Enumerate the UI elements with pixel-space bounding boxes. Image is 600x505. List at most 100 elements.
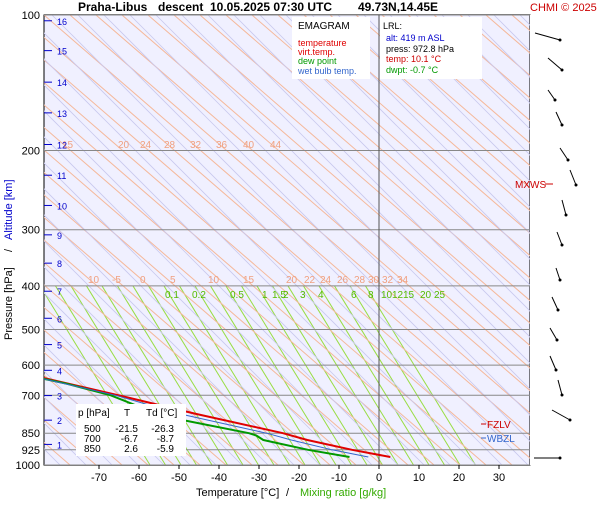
isotherm-line [44,318,191,465]
isotherm-line [155,15,530,390]
mixing-ratio-label: 0.2 [192,290,206,301]
wind-barb-dot [555,338,559,342]
mixing-ratio-line [132,285,244,465]
isotherm-line [44,240,269,465]
altitude-tick-label: 8 [57,259,62,269]
table-cell: -21.5 [115,424,138,435]
wind-barb-dot [560,243,564,247]
wind-barb [551,409,571,421]
table-cell: -6.7 [121,434,139,445]
dry-adiabat-line [44,126,435,465]
mixing-ratio-label: 1 [262,290,268,301]
altitude-tick-label: 13 [57,109,67,119]
wind-barb-dot [568,418,572,422]
dry-adiabat-label: 32 [190,140,202,151]
wind-barb-dot [558,38,562,42]
legend-title: EMAGRAM [298,21,350,32]
mixing-ratio-line [225,285,337,465]
dry-adiabat-line [329,15,530,189]
altitude-tick-label: 9 [57,231,62,241]
isotherm-line [44,266,243,465]
dry-adiabat-label: 28 [164,140,176,151]
isotherm-line [285,15,530,260]
mixing-ratio-label: 25 [434,290,446,301]
wind-barb [557,379,563,396]
wind-barb [569,169,577,186]
temperature-tick-label: -50 [171,472,187,484]
isotherm-line [44,84,425,465]
dry-adiabat-line [44,374,149,465]
level-table-box [76,404,186,456]
mixing-ratio-label: 4 [318,290,324,301]
dry-adiabat-line [44,261,279,465]
dry-adiabat-label: 40 [243,140,255,151]
wind-barb [555,267,561,281]
dry-adiabat-line [44,284,253,465]
dry-adiabat-label: 22 [304,275,316,286]
isotherm-line [103,15,530,442]
mixing-ratio-line [272,285,383,465]
dry-adiabat-label: 44 [270,140,282,151]
wind-barb-dot [560,123,564,127]
pressure-tick-label: 500 [22,325,40,337]
pressure-grid [44,15,530,465]
isotherm-line [44,58,451,465]
dry-adiabat-line [407,15,530,122]
dry-adiabat-lines [44,15,530,465]
dry-adiabat-line [381,15,530,144]
temperature-tick-label: -30 [251,472,267,484]
dry-adiabat-line [44,149,409,465]
wind-barb-dot [564,213,568,217]
table-cell: 2.6 [124,444,138,455]
dry-adiabat-label: 24 [140,140,152,151]
y-axis-label-altitude: Altitude [km] [3,179,15,240]
dry-adiabat-line [44,216,331,465]
temperature-tick-label: -40 [211,472,227,484]
dry-adiabat-line [199,15,530,302]
mixing-ratio-line [148,285,259,465]
isotherm-line [44,32,477,465]
mixing-ratio-line [287,285,399,465]
mixing-ratio-line [349,285,461,465]
dry-adiabat-label: 32 [382,275,394,286]
pressure-tick-label: 1000 [16,460,40,472]
lrl-box [380,17,482,79]
mixing-ratio-label: 20 [420,290,432,301]
mixing-ratio-label: 8 [368,290,374,301]
dry-adiabat-line [355,15,530,167]
pressure-ticks: 100 200 300 400 500 600 700 850 925 1000 [16,10,40,472]
y-axis-label-pressure: Pressure [hPa] [3,267,15,340]
table-header-td: Td [°C] [146,408,177,419]
pressure-tick-label: 200 [22,145,40,157]
dry-adiabat-line [44,36,530,459]
dry-adiabat-line [44,171,383,465]
mixing-ratio-line [365,285,476,465]
lrl-temp: temp: 10.1 °C [386,54,442,64]
temperature-tick-label: -20 [291,472,307,484]
dry-adiabat-label: 30 [368,275,380,286]
wind-barb [547,57,563,71]
altitude-tick-label: 16 [57,17,67,27]
temperature-tick-label: -10 [331,472,347,484]
altitude-tick-label: 6 [57,314,62,324]
wbzl-marker-label: WBZL [487,434,515,445]
mixing-ratio-line [241,285,352,465]
mixing-ratio-line [179,285,290,465]
dry-adiabat-line [44,329,201,465]
table-cell: -8.7 [157,434,175,445]
pressure-tick-label: 300 [22,225,40,237]
dry-adiabat-label: 20 [286,275,298,286]
mixing-ratio-label: 6 [351,290,357,301]
lrl-press: press: 972.8 hPa [386,44,454,54]
mixing-ratio-label: 1.5 [272,290,286,301]
isotherm-line [337,15,530,208]
altitude-tick-label: 2 [57,416,62,426]
chart-title-mode: descent [158,0,203,14]
dry-adiabat-line [95,15,530,392]
wind-panel-background [530,15,600,465]
isotherm-line [311,15,530,234]
dry-adiabat-label: 15 [62,140,74,151]
pressure-tick-label: 400 [22,281,40,293]
mixing-ratio-line [210,285,321,465]
dry-adiabat-label: 34 [397,275,409,286]
